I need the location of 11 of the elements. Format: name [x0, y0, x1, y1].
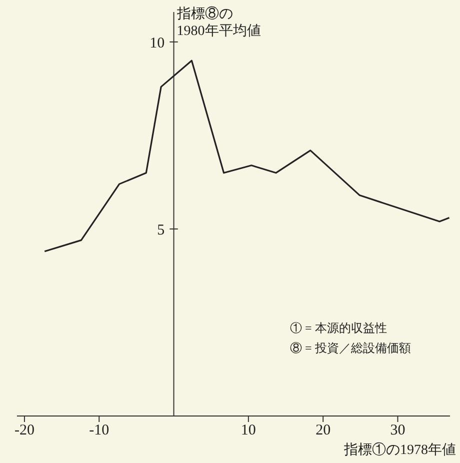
x-tick-label: 20	[316, 422, 331, 439]
x-tick-label: 10	[240, 422, 256, 439]
annotation: ⑧ = 投資／総設備価額	[290, 340, 411, 357]
y-axis-title: 指標⑧の 1980年平均値	[176, 6, 261, 40]
x-tick-label: 30	[390, 422, 406, 439]
line-series	[44, 60, 450, 252]
x-tick-label: -20	[14, 422, 34, 439]
x-axis-title: 指標①の1978年値	[344, 442, 456, 459]
x-tick-label: -10	[89, 422, 110, 439]
annotation: ① = 本源的収益性	[290, 320, 388, 337]
y-tick-label: 5	[157, 222, 165, 238]
